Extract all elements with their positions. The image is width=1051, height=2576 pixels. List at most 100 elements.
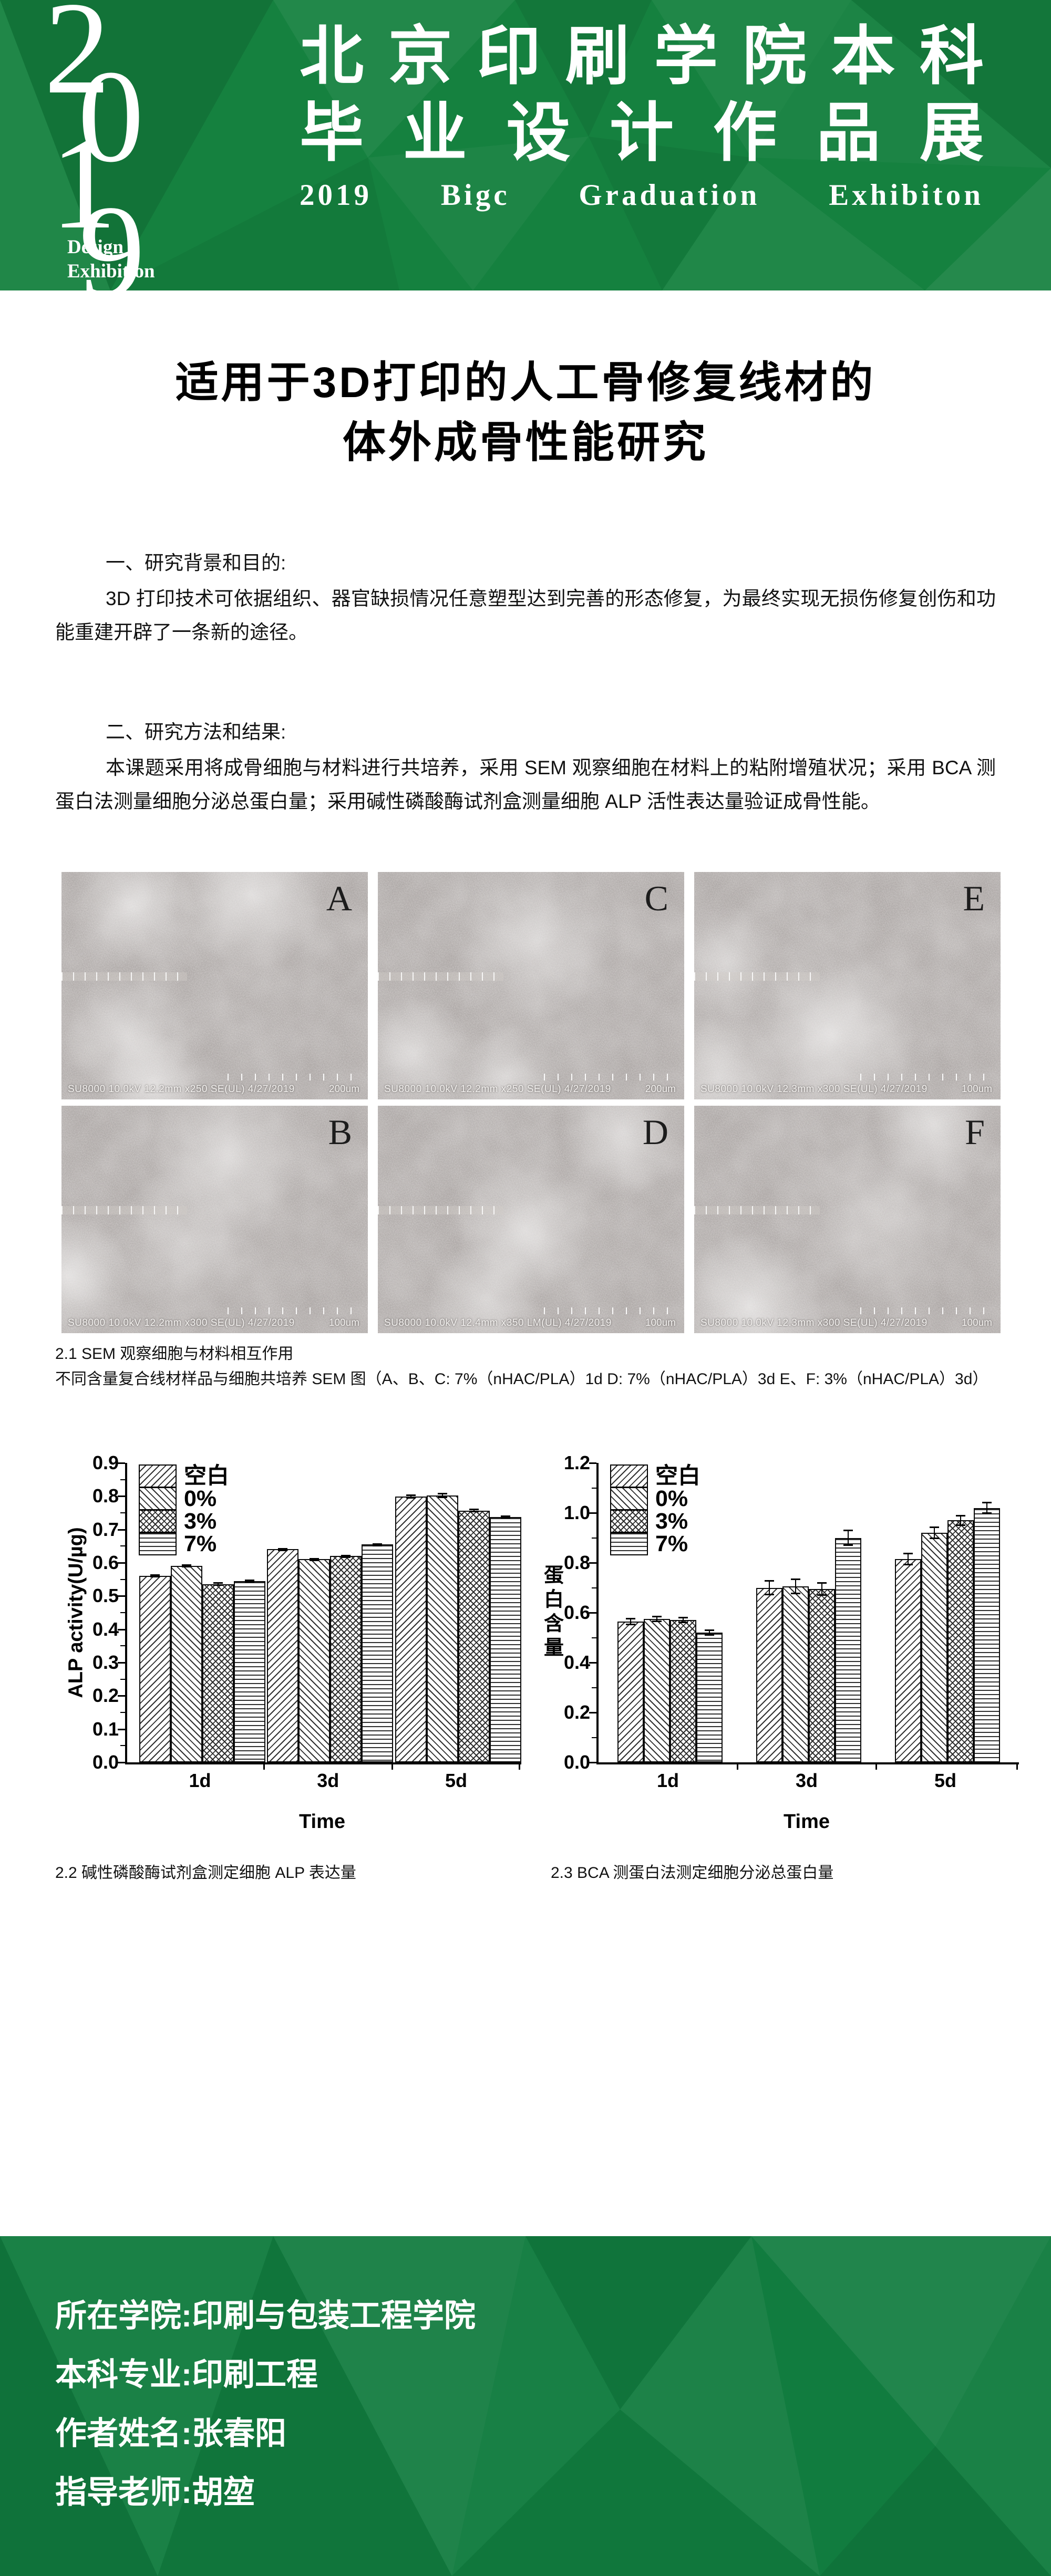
- legend-label: 7%: [655, 1531, 688, 1556]
- sem-panel-letter: B: [328, 1112, 352, 1152]
- y-tick-label: 1.0: [563, 1502, 590, 1523]
- sem-scale-label: 100um: [961, 1084, 992, 1095]
- sem-caption-detail: 不同含量复合线材样品与细胞共培养 SEM 图（A、B、C: 7%（nHAC/PL…: [55, 1370, 988, 1388]
- y-major-tick: [118, 1728, 125, 1730]
- y-major-tick: [118, 1595, 125, 1597]
- error-bar: [791, 1578, 800, 1595]
- section2-heading: 二、研究方法和结果:: [106, 721, 286, 743]
- section1-heading: 一、研究背景和目的:: [106, 552, 286, 574]
- footer-lowpoly-background: [0, 2236, 1051, 2576]
- sem-ruler-ticks: [544, 1307, 678, 1314]
- error-bar: [652, 1615, 662, 1623]
- y-minor-tick: [120, 1712, 125, 1713]
- y-major-tick: [589, 1512, 596, 1514]
- legend-swatch-bwd: [610, 1487, 648, 1510]
- x-category-label: 3d: [317, 1770, 339, 1791]
- error-bar: [817, 1582, 827, 1596]
- bar-3%-3d: [809, 1588, 835, 1762]
- y-tick-label: 0.0: [563, 1751, 590, 1773]
- y-minor-tick: [592, 1537, 596, 1539]
- y-tick-label: 0.4: [92, 1618, 119, 1640]
- legend-row: 3%: [610, 1509, 700, 1533]
- y-tick-label: 0.6: [92, 1552, 119, 1573]
- sem-panel-c: C SU8000 10.0kV 12.2mm x250 SE(UL) 4/27/…: [378, 872, 684, 1099]
- sem-scale-label: 200um: [328, 1084, 359, 1095]
- header-banner: 2 0 1 9 Design Exhibition 北京印刷学院本科 毕业设计作…: [0, 0, 1051, 290]
- y-minor-tick: [120, 1678, 125, 1680]
- legend-label: 7%: [184, 1531, 217, 1556]
- y-tick-label: 0.2: [563, 1701, 590, 1723]
- y-major-tick: [118, 1628, 125, 1630]
- legend-swatch-horiz: [139, 1532, 177, 1555]
- sem-panel-b: B SU8000 10.0kV 12.2mm x300 SE(UL) 4/27/…: [61, 1106, 368, 1333]
- legend-label: 0%: [184, 1486, 217, 1511]
- x-tick: [1016, 1763, 1018, 1770]
- y-major-tick: [118, 1762, 125, 1763]
- y-tick-label: 0.8: [563, 1552, 590, 1573]
- sem-scale-label: 100um: [961, 1317, 992, 1328]
- x-tick: [263, 1763, 265, 1770]
- legend-row: 7%: [610, 1531, 700, 1556]
- legend-row: 7%: [139, 1531, 229, 1556]
- x-tick: [875, 1763, 877, 1770]
- footer-advisor: 指导老师:胡堃: [55, 2475, 255, 2510]
- y-minor-tick: [592, 1637, 596, 1638]
- bar-3%-1d: [202, 1584, 234, 1762]
- bar-0%-5d: [921, 1533, 947, 1762]
- y-minor-tick: [120, 1745, 125, 1747]
- sem-ruler-ticks: [860, 1074, 994, 1081]
- sem-noise-overlay: [61, 1106, 368, 1333]
- design-label-line1: Design: [67, 236, 123, 258]
- chart-plot-area: 空白 0% 3% 7%: [125, 1463, 521, 1764]
- sem-inset-scalebar: [61, 972, 188, 981]
- y-major-tick: [589, 1462, 596, 1464]
- chart1-caption: 2.2 碱性磷酸酶试剂盒测定细胞 ALP 表达量: [55, 1864, 356, 1882]
- legend-label: 空白: [655, 1463, 700, 1489]
- y-minor-tick: [120, 1512, 125, 1513]
- sem-noise-overlay: [378, 1106, 684, 1333]
- design-exhibition-label: Design Exhibition: [67, 235, 155, 284]
- legend-swatch-fwd: [139, 1464, 177, 1488]
- y-tick-label: 0.3: [92, 1651, 119, 1673]
- sem-noise-overlay: [61, 872, 368, 1099]
- sem-inset-scalebar: [378, 1206, 504, 1214]
- x-tick: [737, 1763, 738, 1770]
- error-bar: [930, 1526, 939, 1539]
- sem-noise-overlay: [694, 872, 1001, 1099]
- bar-0%-5d: [427, 1495, 458, 1762]
- error-bar: [373, 1543, 383, 1546]
- sem-panel-f: F SU8000 10.0kV 12.3mm x300 SE(UL) 4/27/…: [694, 1106, 1001, 1333]
- sem-ruler-ticks: [228, 1307, 362, 1314]
- y-major-tick: [589, 1612, 596, 1614]
- x-tick: [391, 1763, 394, 1770]
- bar-3%-1d: [670, 1620, 696, 1762]
- bar-7%-1d: [696, 1633, 723, 1762]
- y-minor-tick: [120, 1578, 125, 1580]
- footer-college: 所在学院:印刷与包装工程学院: [55, 2298, 476, 2333]
- bar-7%-5d: [974, 1508, 1000, 1762]
- error-bar: [678, 1617, 688, 1624]
- x-tick: [519, 1763, 520, 1770]
- bar-空白-3d: [756, 1587, 782, 1762]
- bar-空白-3d: [267, 1549, 299, 1762]
- y-major-tick: [118, 1529, 125, 1531]
- bar-7%-3d: [835, 1538, 861, 1762]
- legend-swatch-fwd: [610, 1464, 648, 1488]
- sem-info-text: SU8000 10.0kV 12.2mm x300 SE(UL) 4/27/20…: [68, 1317, 295, 1328]
- sem-scale-label: 100um: [328, 1317, 359, 1328]
- sem-panel-d: D SU8000 10.0kV 12.4mm x350 LM(UL) 4/27/…: [378, 1106, 684, 1333]
- sem-panel-letter: C: [644, 878, 668, 918]
- sem-info-text: SU8000 10.0kV 12.2mm x250 SE(UL) 4/27/20…: [384, 1084, 611, 1095]
- y-major-tick: [118, 1562, 125, 1564]
- y-tick-label: 0.9: [92, 1452, 119, 1473]
- sem-scale-label: 100um: [645, 1317, 676, 1328]
- sem-noise-overlay: [694, 1106, 1001, 1333]
- chart-legend: 空白 0% 3% 7%: [139, 1464, 229, 1556]
- sem-panel-letter: D: [642, 1112, 668, 1152]
- y-major-tick: [118, 1662, 125, 1664]
- y-tick-label: 0.7: [92, 1518, 119, 1540]
- footer-major: 本科专业:印刷工程: [55, 2357, 318, 2392]
- y-minor-tick: [120, 1545, 125, 1547]
- sem-ruler-ticks: [860, 1307, 994, 1314]
